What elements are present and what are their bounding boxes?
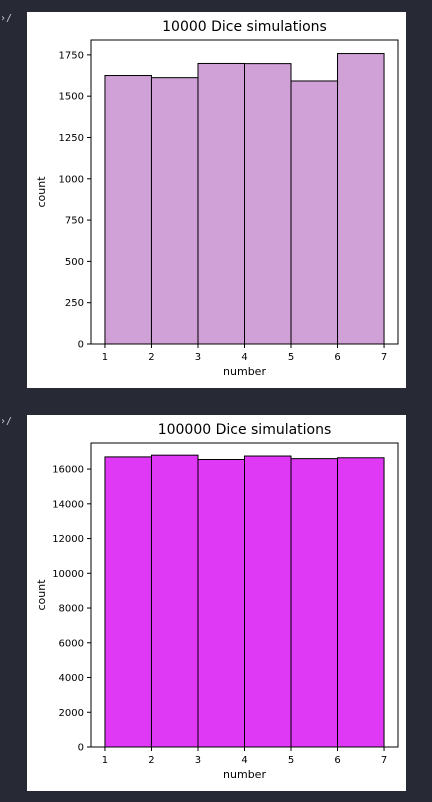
histogram-bar xyxy=(197,62,245,345)
x-tick-label: 3 xyxy=(195,755,201,766)
x-tick-label: 7 xyxy=(381,755,387,766)
x-tick-label: 7 xyxy=(381,352,387,363)
histogram-bar xyxy=(244,455,292,748)
x-tick-label: 4 xyxy=(241,352,247,363)
x-tick-label: 4 xyxy=(241,755,247,766)
y-tick-label: 750 xyxy=(65,216,84,227)
histogram-bar xyxy=(290,458,339,748)
histogram-figure-10000: 1 2 3 4 5 6 7 0 250 500 750 1000 1250 1500 1750 10000 D… xyxy=(27,12,406,388)
x-tick-label: 3 xyxy=(195,352,201,363)
y-tick-label: 0 xyxy=(78,743,84,754)
histogram-bar xyxy=(290,80,339,345)
y-tick-label: 14000 xyxy=(52,499,84,510)
x-tick-label: 6 xyxy=(334,352,340,363)
x-tick-label: 5 xyxy=(288,352,294,363)
y-tick-label: 6000 xyxy=(59,638,84,649)
y-axis-label: count xyxy=(35,176,48,208)
x-tick-label: 5 xyxy=(288,755,294,766)
y-tick-label: 1750 xyxy=(59,50,84,61)
x-tick-label: 1 xyxy=(102,755,108,766)
histogram-bar xyxy=(337,53,385,345)
histogram-bar xyxy=(244,63,292,345)
histogram-bar xyxy=(104,456,152,748)
histogram-bar xyxy=(150,77,199,345)
y-tick-label: 0 xyxy=(78,340,84,351)
x-axis-label: number xyxy=(223,365,266,378)
chart-title: 100000 Dice simulations xyxy=(158,422,332,438)
y-tick-label: 16000 xyxy=(52,465,84,476)
histogram-bar xyxy=(337,457,385,748)
histogram-figure-100000: 1 2 3 4 5 6 7 0 2000 4000 6000 8000 10000 12000 14000 1… xyxy=(27,415,406,791)
histogram-10000-chart: 1 2 3 4 5 6 7 0 250 500 750 1000 1250 1500 1750 10000 D… xyxy=(35,19,399,378)
y-tick-label: 10000 xyxy=(52,569,84,580)
y-tick-label: 500 xyxy=(65,257,84,268)
y-tick-label: 250 xyxy=(65,298,84,309)
output-cell-marker-1: ›/ xyxy=(0,13,13,24)
x-tick-label: 1 xyxy=(102,352,108,363)
chart-title: 10000 Dice simulations xyxy=(162,19,327,35)
x-tick-label: 2 xyxy=(148,352,154,363)
histogram-bar xyxy=(104,75,152,345)
x-tick-label: 6 xyxy=(334,755,340,766)
y-tick-label: 8000 xyxy=(59,604,84,615)
y-tick-label: 1250 xyxy=(59,133,84,144)
y-tick-label: 12000 xyxy=(52,534,84,545)
y-tick-label: 4000 xyxy=(59,673,84,684)
x-tick-label: 2 xyxy=(148,755,154,766)
histogram-bar xyxy=(150,454,199,748)
histogram-bar xyxy=(197,459,245,748)
y-tick-label: 2000 xyxy=(59,708,84,719)
y-axis-label: count xyxy=(35,579,48,611)
y-tick-label: 1000 xyxy=(59,174,84,185)
y-tick-label: 1500 xyxy=(59,92,84,103)
histogram-100000-chart: 1 2 3 4 5 6 7 0 2000 4000 6000 8000 10000 12000 14000 1… xyxy=(35,422,399,781)
output-cell-marker-2: ›/ xyxy=(0,416,13,427)
x-axis-label: number xyxy=(223,768,266,781)
